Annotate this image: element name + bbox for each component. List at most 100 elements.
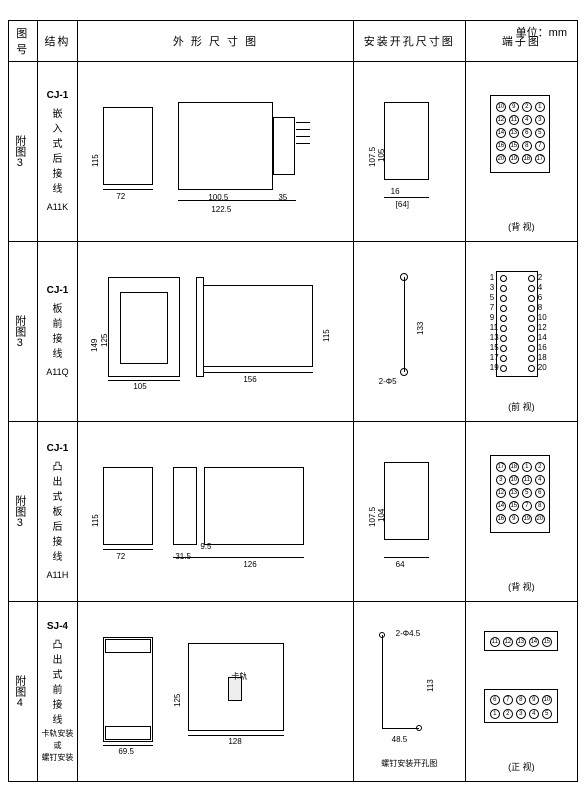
dimension-value: 126 <box>243 560 256 569</box>
dimension-value: 104 <box>377 508 386 521</box>
terminal-circle: 20 <box>535 514 545 524</box>
outline-drawing: 115 72 100.5 122.5 35 <box>78 67 352 237</box>
model-id: CJ-1 <box>40 88 76 103</box>
dimension-value: [64] <box>396 200 409 209</box>
terminal-circle: 15 <box>509 141 519 151</box>
mounting-cell: 2-Φ4.5 113 48.5 螺钉安装开孔图 <box>353 602 465 782</box>
model-code: A11K <box>40 201 76 215</box>
terminal-circle: 8 <box>522 141 532 151</box>
hole-bot <box>400 368 408 376</box>
dimension-value: 72 <box>116 552 125 561</box>
terminal-cell: 1718123101141213561415781691920 (背 视) <box>465 422 577 602</box>
structure-desc: 凸出式板后接线 <box>40 460 76 565</box>
terminal-circle <box>500 315 507 322</box>
terminal-num: 20 <box>538 363 547 372</box>
dimension-value: 122.5 <box>211 205 231 214</box>
terminal-circle <box>500 345 507 352</box>
terminal-num: 7 <box>490 303 494 312</box>
terminal-num: 9 <box>490 313 494 322</box>
terminal-view-label: (前 视) <box>466 400 577 413</box>
header-outline: 外 形 尺 寸 图 <box>78 21 353 62</box>
structure-desc: 凸出式前接线 <box>40 638 76 728</box>
terminal-num: 10 <box>538 313 547 322</box>
terminal-circle: 18 <box>509 462 519 472</box>
terminal-num: 11 <box>490 323 498 332</box>
terminal-circle: 12 <box>496 115 506 125</box>
terminal-circle <box>500 305 507 312</box>
dimension-value: 149 <box>90 338 99 351</box>
side-tail-rect <box>273 117 295 175</box>
terminal-drawing: 1234567891011121314151617181920 (前 视) <box>466 247 577 417</box>
terminal-circle: 11 <box>522 475 532 485</box>
terminal-num: 14 <box>538 333 547 342</box>
front-view-rect <box>103 107 153 185</box>
terminal-view-label: (背 视) <box>466 220 577 233</box>
cutout-rect <box>384 102 429 180</box>
table-row: 附图3 CJ-1 板前接线 A11Q 149 125 105 115 156 1… <box>9 242 578 422</box>
side-view-rect <box>204 467 304 545</box>
terminal-circle: 6 <box>490 695 500 705</box>
dimension-value: 133 <box>416 321 425 334</box>
terminal-num: 1 <box>490 273 494 282</box>
terminal-drawing: 1092112114314136516158720191817 (背 视) <box>466 67 577 237</box>
terminal-circle: 7 <box>503 695 513 705</box>
terminal-circle: 13 <box>509 488 519 498</box>
model-id: SJ-4 <box>40 619 76 634</box>
structure-desc: 嵌入式后接线 <box>40 107 76 197</box>
dimension-value: 105 <box>133 382 146 391</box>
model-id: CJ-1 <box>40 283 76 298</box>
dimension-value: 107.5 <box>368 506 377 526</box>
dimension-value: 115 <box>91 154 100 167</box>
terminal-num: 19 <box>490 363 499 372</box>
terminal-circle <box>528 355 535 362</box>
terminal-circle <box>500 275 507 282</box>
terminal-circle: 6 <box>522 128 532 138</box>
terminal-num: 5 <box>490 293 494 302</box>
terminal-circle <box>528 305 535 312</box>
terminal-circle <box>528 365 535 372</box>
structure-cell: SJ-4 凸出式前接线 卡轨安装或螺钉安装 <box>37 602 78 782</box>
terminal-circle <box>528 335 535 342</box>
cutout-rect <box>384 462 429 540</box>
terminal-circle: 1 <box>535 102 545 112</box>
terminal-circle <box>528 315 535 322</box>
figno-cell: 附图4 <box>9 602 38 782</box>
front-bot-terminals <box>105 726 151 740</box>
terminal-drawing: 111213141567891012345 (正 视) <box>466 607 577 777</box>
terminal-circle: 3 <box>496 475 506 485</box>
header-figno: 图号 <box>9 21 38 62</box>
table-row: 附图4 SJ-4 凸出式前接线 卡轨安装或螺钉安装 69.5 125 卡轨 12… <box>9 602 578 782</box>
terminal-circle <box>500 335 507 342</box>
terminal-circle <box>500 365 507 372</box>
terminal-circle: 14 <box>529 637 539 647</box>
terminal-circle: 5 <box>522 488 532 498</box>
mounting-drawing: 2-Φ4.5 113 48.5 螺钉安装开孔图 <box>354 607 465 777</box>
terminal-circle: 2 <box>535 462 545 472</box>
outline-cell: 115 72 100.5 122.5 35 <box>78 62 353 242</box>
structure-cell: CJ-1 板前接线 A11Q <box>37 242 78 422</box>
terminal-num: 6 <box>538 293 542 302</box>
dimension-value: 48.5 <box>392 735 408 744</box>
terminal-circle <box>528 275 535 282</box>
terminal-circle: 9 <box>529 695 539 705</box>
structure-cell: CJ-1 嵌入式后接线 A11K <box>37 62 78 242</box>
terminal-num: 2 <box>538 273 542 282</box>
terminal-circle: 14 <box>496 501 506 511</box>
terminal-circle: 2 <box>522 102 532 112</box>
dimension-value: 2-Φ5 <box>379 377 397 386</box>
model-id: CJ-1 <box>40 441 76 456</box>
terminal-circle <box>528 325 535 332</box>
front-top-terminals <box>105 639 151 653</box>
terminal-circle: 12 <box>503 637 513 647</box>
terminal-drawing: 1718123101141213561415781691920 (背 视) <box>466 427 577 597</box>
dimension-value: 16 <box>391 187 400 196</box>
figno-text: 附图3 <box>9 135 29 169</box>
terminal-circle <box>528 345 535 352</box>
dimension-value: 卡轨 <box>231 671 247 682</box>
terminal-circle: 16 <box>496 141 506 151</box>
structure-desc: 板前接线 <box>40 302 76 362</box>
mounting-drawing: 107.5 104 64 <box>354 427 465 597</box>
hole-top <box>400 273 408 281</box>
figno-cell: 附图3 <box>9 62 38 242</box>
terminal-circle: 7 <box>522 501 532 511</box>
